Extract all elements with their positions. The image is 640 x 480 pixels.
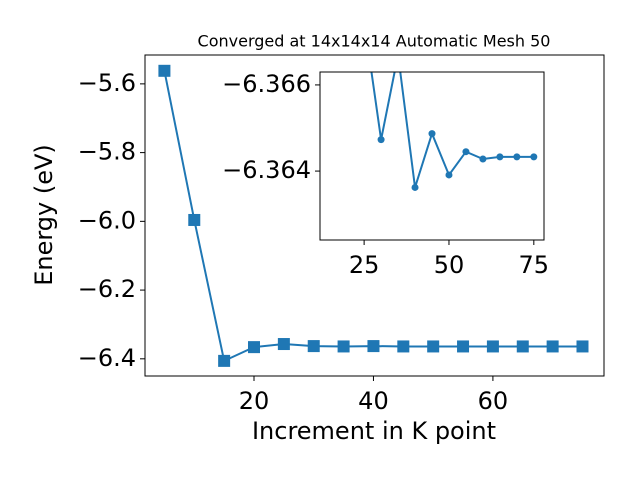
x-tick-label: 75 [519, 251, 550, 279]
marker [248, 341, 261, 354]
y-tick-label: −5.8 [78, 138, 136, 166]
y-tick-label: −6.4 [78, 344, 136, 372]
marker [479, 155, 487, 163]
y-tick-label: −6.2 [78, 275, 136, 303]
marker [158, 64, 171, 77]
x-tick-label: 25 [349, 251, 380, 279]
x-tick-label: 50 [434, 251, 465, 279]
marker [516, 340, 529, 353]
y-tick-label: −6.364 [222, 156, 311, 184]
marker [218, 354, 231, 367]
marker [457, 340, 470, 353]
plot-frame [319, 71, 545, 241]
x-tick-label: 20 [239, 387, 270, 415]
marker [428, 130, 436, 138]
marker [513, 153, 521, 161]
x-tick-label: 60 [478, 387, 509, 415]
inset-axes: 25 50 75 −6.364 −6.366 [222, 17, 550, 279]
marker [367, 340, 380, 353]
marker [576, 340, 589, 353]
plot-clip [158, 64, 589, 367]
marker [411, 183, 419, 191]
marker [486, 340, 499, 353]
y-tick-label: −5.6 [78, 69, 136, 97]
x-axis-label: Increment in K point [252, 417, 496, 445]
chart-title: Converged at 14x14x14 Automatic Mesh 50 [198, 32, 551, 51]
marker [546, 340, 559, 353]
y-tick-label: −6.0 [78, 206, 136, 234]
marker [377, 136, 385, 144]
marker [445, 171, 453, 179]
marker [530, 153, 538, 161]
marker [427, 340, 440, 353]
plot-clip [361, 17, 538, 191]
x-tick-label: 40 [358, 387, 389, 415]
marker [307, 340, 320, 353]
y-tick-label: −6.366 [222, 70, 311, 98]
marker [462, 148, 470, 156]
marker [361, 17, 368, 24]
marker [337, 340, 350, 353]
plot-frame [144, 54, 605, 377]
marker [188, 213, 201, 226]
marker [277, 338, 290, 351]
marker [496, 153, 504, 161]
marker [397, 340, 410, 353]
y-axis-label: Energy (eV) [30, 144, 58, 286]
